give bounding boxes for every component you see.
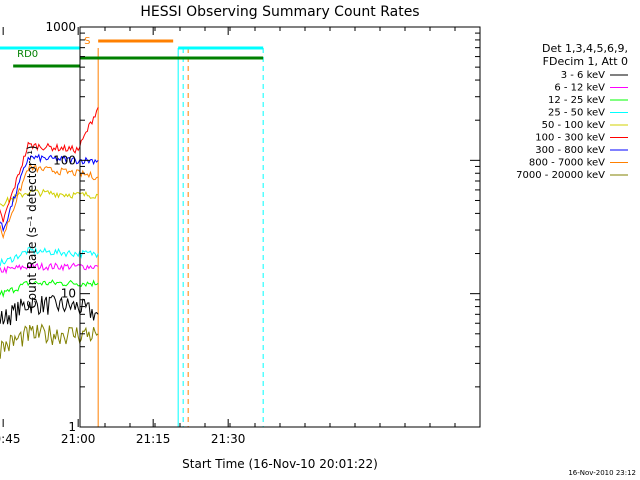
- x-tick-label-4: 21:15: [136, 432, 171, 446]
- y-tick-label-2: 100: [53, 153, 76, 167]
- legend-label-3: 25 - 50 keV: [548, 108, 605, 119]
- y-tick-label-3: 1000: [45, 20, 76, 34]
- flag-label-rd0: RD0: [17, 49, 38, 60]
- plot-frame: [79, 26, 481, 428]
- series-line-8: [0, 323, 99, 359]
- legend-label-1: 6 - 12 keV: [554, 83, 605, 94]
- series-line-5: [0, 107, 99, 223]
- legend-label-7: 800 - 7000 keV: [529, 158, 605, 169]
- legend-label-0: 3 - 6 keV: [561, 70, 605, 81]
- flag-bars: NSRD0RD6: [0, 36, 264, 68]
- series-line-0: [0, 294, 99, 326]
- series-line-1: [0, 261, 99, 275]
- series-line-4: [0, 188, 99, 207]
- legend-label-6: 300 - 800 keV: [535, 145, 605, 156]
- x-tick-label-5: 21:30: [211, 432, 246, 446]
- y-tick-label-0: 1: [68, 420, 76, 434]
- data-series: [0, 107, 99, 359]
- legend-label-2: 12 - 25 keV: [548, 95, 605, 106]
- legend-header-0: Det 1,3,4,5,6,9,: [542, 42, 628, 55]
- y-axis-label: Count Rate (s⁻¹ detector⁻¹): [25, 145, 39, 308]
- series-line-6: [0, 153, 99, 233]
- series-line-3: [0, 246, 99, 267]
- x-axis-label: Start Time (16-Nov-10 20:01:22): [182, 457, 378, 471]
- generated-timestamp: 16-Nov-2010 23:12: [568, 469, 636, 477]
- legend: Det 1,3,4,5,6,9,FDecim 1, Att 0 3 - 6 keV…: [516, 42, 628, 181]
- legend-label-8: 7000 - 20000 keV: [516, 170, 605, 181]
- flag-label-s: S: [84, 36, 90, 47]
- x-tick-label-3: 21:00: [61, 432, 96, 446]
- series-line-2: [0, 279, 99, 298]
- legend-header-1: FDecim 1, Att 0: [543, 55, 628, 68]
- legend-label-4: 50 - 100 keV: [542, 120, 606, 131]
- chart-title: HESSI Observing Summary Count Rates: [140, 4, 419, 20]
- y-tick-label-1: 10: [61, 287, 76, 301]
- time-bands: [97, 48, 264, 427]
- series-line-7: [0, 164, 99, 240]
- legend-label-5: 100 - 300 keV: [535, 133, 605, 144]
- x-tick-label-2: 20:45: [0, 432, 20, 446]
